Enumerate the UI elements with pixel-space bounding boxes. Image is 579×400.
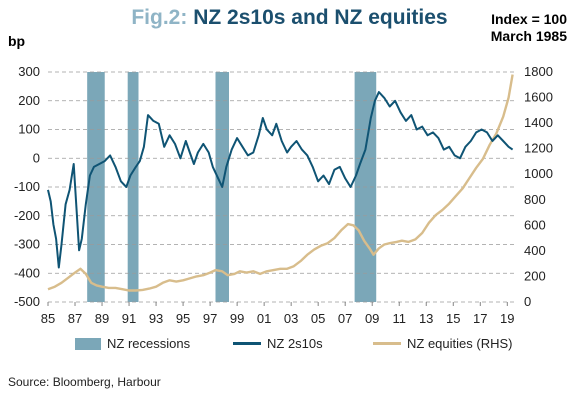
- x-tick-label: 91: [122, 311, 136, 326]
- x-tick-label: 19: [500, 311, 514, 326]
- legend-item-spread: NZ 2s10s: [233, 336, 323, 351]
- right-tick-label: 400: [524, 243, 546, 258]
- legend-swatch-recessions: [75, 337, 101, 350]
- legend-item-recessions: NZ recessions: [75, 336, 190, 351]
- x-tick-label: 97: [203, 311, 217, 326]
- x-tick-label: 89: [95, 311, 109, 326]
- x-tick-label: 13: [419, 311, 433, 326]
- legend-swatch-spread: [233, 342, 261, 345]
- chart-title: Fig.2: NZ 2s10s and NZ equities: [0, 6, 579, 30]
- figure-label: Fig.2:: [131, 6, 188, 29]
- left-tick-label: -500: [14, 294, 40, 309]
- legend-label-equities: NZ equities (RHS): [407, 336, 513, 351]
- left-tick-label: 200: [18, 93, 40, 108]
- x-tick-label: 11: [392, 311, 406, 326]
- right-tick-label: 1600: [524, 90, 553, 105]
- left-tick-label: -400: [14, 265, 40, 280]
- recession-band-1: [87, 72, 105, 302]
- legend-item-equities: NZ equities (RHS): [373, 336, 512, 351]
- left-tick-label: -300: [14, 237, 40, 252]
- x-tick-label: 99: [230, 311, 244, 326]
- x-tick-label: 07: [338, 311, 352, 326]
- x-tick-label: 17: [473, 311, 487, 326]
- x-tick-label: 87: [68, 311, 82, 326]
- legend-label-recessions: NZ recessions: [107, 336, 191, 351]
- series-lines: [47, 74, 514, 292]
- legend-label-spread: NZ 2s10s: [267, 336, 323, 351]
- x-tick-label: 15: [446, 311, 460, 326]
- x-axis-ticks: 85 87 89 91 93 95 97 99 01 03 05 07 09 11 13 15 17 19: [41, 302, 514, 326]
- right-tick-label: 200: [524, 268, 546, 283]
- source-note: Source: Bloomberg, Harbour: [8, 375, 161, 389]
- right-tick-label: 1200: [524, 141, 553, 156]
- x-tick-label: 05: [311, 311, 325, 326]
- index-note-line-1: Index = 100: [491, 11, 567, 27]
- left-axis-unit: bp: [8, 33, 26, 49]
- x-tick-label: 93: [149, 311, 163, 326]
- equities-line: [47, 74, 514, 292]
- left-tick-label: -200: [14, 208, 40, 223]
- right-tick-label: 1800: [524, 64, 553, 79]
- left-tick-label: -100: [14, 179, 40, 194]
- x-tick-label: 85: [41, 311, 55, 326]
- index-note: Index = 100 March 1985: [491, 11, 567, 45]
- legend-swatch-equities: [373, 342, 401, 345]
- x-tick-label: 01: [257, 311, 271, 326]
- left-tick-label: 100: [18, 122, 40, 137]
- x-tick-label: 95: [176, 311, 190, 326]
- left-tick-label: 300: [18, 64, 40, 79]
- right-tick-label: 800: [524, 192, 546, 207]
- right-tick-label: 1000: [524, 166, 553, 181]
- legend: NZ recessions NZ 2s10s NZ equities (RHS): [0, 336, 579, 356]
- right-tick-label: 600: [524, 217, 546, 232]
- right-axis-ticks: 1800 1600 1400 1200 1000 800 600 400 200 0: [524, 64, 553, 309]
- title-text: NZ 2s10s and NZ equities: [193, 6, 448, 29]
- right-tick-label: 1400: [524, 115, 553, 130]
- left-tick-label: 0: [33, 150, 40, 165]
- spread-line: [47, 91, 514, 269]
- index-note-line-2: March 1985: [490, 28, 567, 44]
- right-tick-label: 0: [524, 294, 531, 309]
- x-tick-label: 03: [284, 311, 298, 326]
- gridlines: [48, 71, 514, 303]
- x-tick-label: 09: [365, 311, 379, 326]
- left-axis-ticks: 300 200 100 0 -100 -200 -300 -400 -500: [14, 64, 40, 309]
